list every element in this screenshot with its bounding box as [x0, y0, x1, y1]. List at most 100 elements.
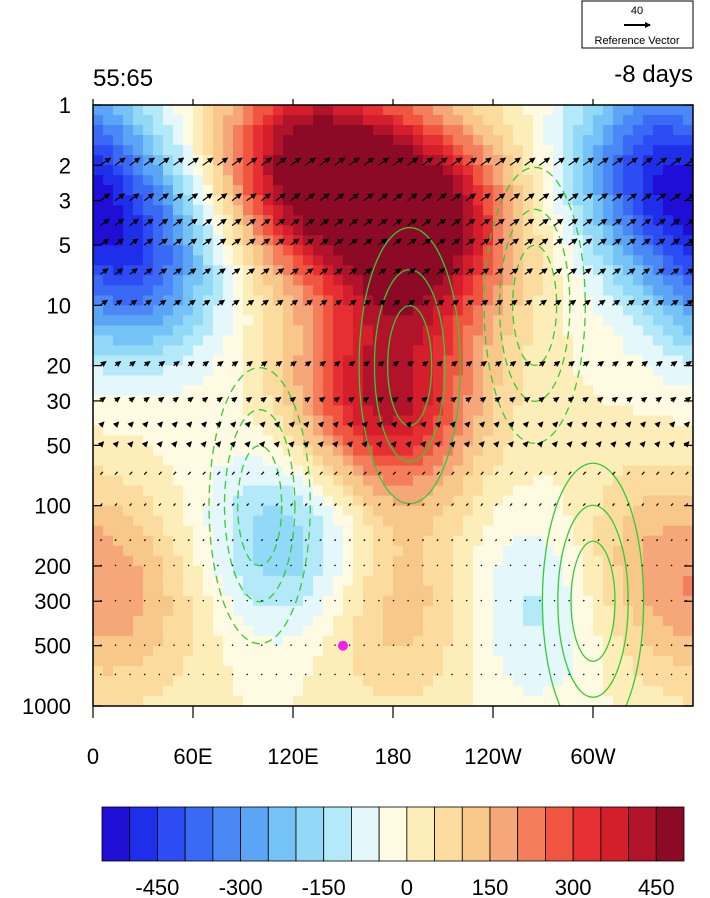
heat-cell — [403, 325, 414, 336]
heat-cell — [223, 315, 234, 326]
heat-cell — [473, 365, 484, 377]
heat-cell — [663, 205, 674, 216]
heat-cell — [603, 305, 614, 316]
heat-cell — [483, 365, 494, 377]
heat-cell — [613, 695, 624, 706]
heat-cell — [363, 695, 374, 706]
heat-cell — [433, 185, 444, 196]
heat-cell — [233, 445, 244, 457]
colorbar-swatch — [461, 806, 491, 862]
heat-cell — [163, 375, 174, 387]
heat-cell — [163, 245, 174, 256]
heat-cell — [383, 545, 394, 557]
heat-cell — [563, 245, 574, 256]
heat-cell — [193, 275, 204, 286]
wind-vector — [275, 673, 278, 676]
heat-cell — [403, 415, 414, 427]
wind-vector — [509, 218, 520, 227]
heat-cell — [503, 325, 514, 336]
heat-cell — [593, 665, 604, 677]
heat-cell — [343, 275, 354, 286]
wind-vector — [377, 564, 380, 567]
heat-cell — [173, 135, 184, 146]
heat-cell — [153, 615, 164, 627]
heat-cell — [523, 295, 534, 306]
heat-cell — [463, 495, 474, 507]
wind-vector — [655, 599, 658, 602]
heat-cell — [263, 465, 274, 477]
heat-cell — [643, 625, 654, 637]
heat-cell — [613, 325, 624, 336]
heat-cell — [423, 375, 434, 387]
heat-cell — [333, 135, 344, 146]
heat-cell — [133, 605, 144, 617]
heat-cell — [593, 315, 604, 326]
heat-cell — [203, 145, 214, 156]
heat-cell — [123, 435, 134, 447]
heat-cell — [103, 545, 114, 557]
heat-cell — [633, 465, 644, 477]
wind-vector — [522, 441, 529, 448]
wind-vector — [392, 673, 395, 676]
wind-vector — [654, 441, 661, 448]
heat-cell — [343, 265, 354, 276]
heat-cell — [353, 535, 364, 547]
wind-vector — [273, 441, 280, 448]
heat-cell — [353, 295, 364, 306]
heat-cell — [103, 565, 114, 577]
heat-cell — [283, 655, 294, 667]
heat-cell — [653, 415, 664, 427]
heat-cell — [443, 515, 454, 527]
heat-cell — [643, 485, 654, 497]
heat-cell — [463, 655, 474, 667]
heat-cell — [293, 295, 304, 306]
heat-cell — [553, 435, 564, 447]
heat-cell — [393, 415, 404, 427]
heat-cell — [503, 255, 514, 266]
heat-cell — [663, 245, 674, 256]
wind-vector — [304, 268, 314, 275]
heat-cell — [583, 485, 594, 497]
heat-cell — [133, 495, 144, 507]
heat-cell — [313, 445, 324, 457]
wind-vector — [436, 157, 448, 166]
heat-cell — [523, 685, 534, 697]
wind-vector — [451, 673, 454, 676]
heat-cell — [283, 605, 294, 617]
heat-cell — [133, 185, 144, 196]
heat-cell — [633, 215, 644, 226]
wind-vector — [260, 396, 267, 403]
heat-cell — [503, 175, 514, 186]
heat-cell — [603, 165, 614, 176]
heat-cell — [503, 145, 514, 156]
heat-cell — [283, 135, 294, 146]
heat-cell — [423, 625, 434, 637]
heat-cell — [643, 195, 654, 206]
heat-cell — [403, 205, 414, 216]
heat-cell — [673, 385, 684, 397]
heat-cell — [603, 125, 614, 136]
wind-vector — [217, 361, 224, 367]
heat-cell — [583, 175, 594, 186]
heat-cell — [553, 325, 564, 336]
wind-vector — [436, 218, 447, 227]
heat-cell — [493, 645, 504, 657]
heat-cell — [543, 685, 554, 697]
heat-cell — [623, 185, 634, 196]
heat-cell — [193, 685, 204, 697]
wind-vector — [480, 644, 483, 647]
wind-vector — [246, 599, 249, 602]
heat-cell — [383, 385, 394, 397]
heat-cell — [153, 545, 164, 557]
heat-cell — [513, 555, 524, 567]
heat-cell — [283, 285, 294, 296]
heat-cell — [513, 305, 524, 316]
heat-cell — [433, 565, 444, 577]
heat-cell — [313, 355, 324, 367]
heat-cell — [423, 565, 434, 577]
heat-cell — [273, 425, 284, 437]
heat-cell — [573, 485, 584, 497]
wind-vector — [465, 471, 470, 476]
heat-cell — [223, 265, 234, 276]
heat-cell — [303, 105, 314, 116]
